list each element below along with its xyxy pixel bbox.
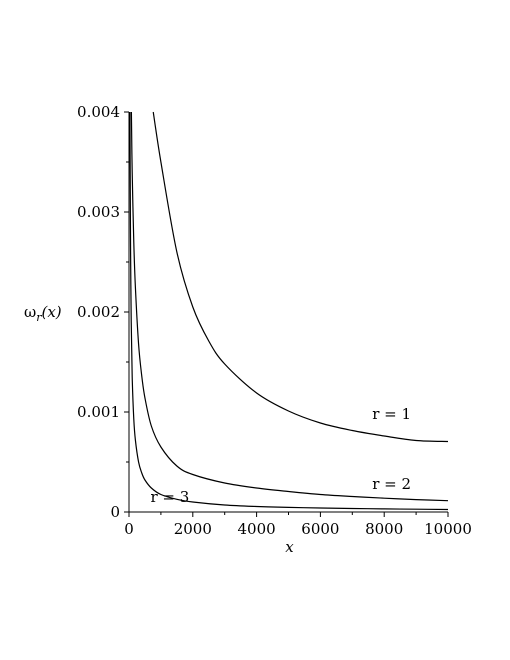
series-label-r3: r = 3 xyxy=(150,488,189,506)
series-line-r2 xyxy=(130,111,449,502)
y-tick-label: 0.003 xyxy=(77,203,120,221)
series-labels: r = 1 r = 2 r = 3 xyxy=(150,405,411,506)
x-ticks: 0 2000 4000 6000 8000 10000 xyxy=(124,512,472,538)
x-tick-label: 8000 xyxy=(365,520,403,538)
y-tick-label: 0.002 xyxy=(77,303,120,321)
y-tick-label: 0 xyxy=(110,503,120,521)
x-tick-label: 4000 xyxy=(238,520,276,538)
x-tick-label: 6000 xyxy=(301,520,339,538)
series-line-r1 xyxy=(152,111,449,443)
axes xyxy=(128,112,448,513)
y-tick-label: 0.004 xyxy=(77,103,120,121)
curves xyxy=(129,111,449,511)
x-tick-label: 2000 xyxy=(174,520,212,538)
series-label-r2: r = 2 xyxy=(372,475,411,493)
y-ticks: 0 0.001 0.002 0.003 0.004 xyxy=(77,103,129,521)
series-line-r3 xyxy=(129,111,449,511)
y-axis-label-rest: (x) xyxy=(42,303,62,321)
y-axis-label-sub: r xyxy=(36,311,42,324)
x-tick-label: 10000 xyxy=(424,520,472,538)
y-tick-label: 0.001 xyxy=(77,403,120,421)
x-axis-label: x xyxy=(285,538,294,556)
y-axis-label-main: ω xyxy=(24,303,36,321)
y-axis-label: ωr(x) xyxy=(24,303,62,324)
x-tick-label: 0 xyxy=(124,520,134,538)
series-label-r1: r = 1 xyxy=(372,405,411,423)
